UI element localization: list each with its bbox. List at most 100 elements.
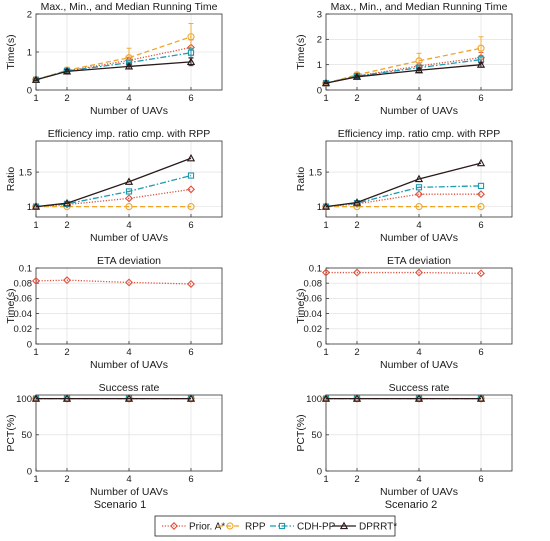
data-point [321,78,331,87]
y-tick-label: 0.04 [14,309,33,320]
series-dprrt [321,60,486,87]
y-tick-label: 100 [16,394,32,405]
series-line [326,271,482,274]
chart-title: Efficiency imp. ratio cmp. with RPP [338,128,501,140]
x-axis-label: Number of UAVs [90,105,168,117]
series-dprrt [31,153,196,210]
data-point [124,394,134,402]
y-tick-label: 0 [317,339,322,350]
x-axis-label: Number of UAVs [90,486,168,498]
series-line [35,279,192,285]
y-tick-label: 0.02 [14,324,33,335]
x-axis-label: Number of UAVs [380,486,458,498]
x-tick-label: 6 [478,347,483,358]
data-point [187,172,195,179]
y-tick-label: 50 [21,430,32,441]
data-point [31,75,41,83]
series-line [35,157,192,208]
y-tick-label: 0.06 [14,294,33,305]
data-point [414,174,424,183]
x-tick-label: 4 [126,220,131,231]
data-point [63,276,71,285]
x-tick-label: 2 [64,93,69,104]
series-line [35,188,192,208]
chart-panel-6: 1 2 4 6 0 0.02 0.04 0.06 0.08 0.1 ETA deviation Num… [295,255,513,371]
chart-panel-8: 1 2 4 6 0 50 100 Success rate Number of UAVs PCT(… [295,382,513,498]
y-tick-label: 0.08 [304,279,323,290]
data-point [477,190,485,199]
legend-marker [278,522,286,530]
x-tick-label: 2 [64,220,69,231]
data-point [62,394,72,402]
y-axis-label: Time(s) [295,34,307,69]
legend-marker [339,521,349,530]
legend-label: Prior. A* [189,522,225,533]
series-dprrt [31,394,196,402]
x-tick-label: 1 [323,474,328,485]
data-point [414,394,424,402]
legend-item-rpp: RPP [218,522,266,533]
y-tick-label: 0 [27,85,32,96]
chart-title: Success rate [389,382,450,394]
data-point [352,72,362,80]
y-tick-label: 0 [317,85,322,96]
x-tick-label: 2 [354,347,359,358]
y-tick-label: 0 [27,466,32,477]
x-tick-label: 2 [64,474,69,485]
data-point [62,198,72,207]
y-tick-label: 0 [317,466,322,477]
data-point [415,203,423,211]
legend-item-cdh-pp: CDH-PP [270,522,336,533]
y-tick-label: 1.5 [309,167,322,178]
x-tick-label: 4 [416,347,421,358]
chart-title: Max., Min., and Median Running Time [41,1,218,13]
data-point [321,202,331,210]
y-tick-label: 0.06 [304,294,323,305]
x-tick-label: 1 [33,347,38,358]
x-tick-label: 6 [188,220,193,231]
y-axis-label: Ratio [5,167,17,192]
legend-label: CDH-PP [297,522,336,533]
y-tick-label: 3 [317,9,322,20]
y-tick-label: 0 [27,339,32,350]
y-tick-label: 0.08 [14,279,33,290]
chart-panel-7: 1 2 4 6 0 50 100 Success rate Number of UAVs PCT(… [5,382,223,498]
x-tick-label: 1 [33,220,38,231]
y-tick-label: 0.1 [309,263,322,274]
x-tick-label: 1 [33,93,38,104]
data-point [32,276,40,285]
series-prior-a [322,268,485,278]
legend-label: DPRRT* [359,522,397,533]
x-tick-label: 6 [478,220,483,231]
data-point [415,57,423,65]
data-point [476,60,486,68]
y-tick-label: 0.02 [304,324,323,335]
series-prior-a [32,276,195,288]
y-axis-label: PCT(%) [295,414,307,451]
x-axis-label: Number of UAVs [380,232,458,244]
x-tick-label: 6 [188,93,193,104]
x-tick-label: 1 [33,474,38,485]
y-axis-label: Time(s) [5,34,17,69]
data-point [322,268,330,277]
x-tick-label: 4 [416,93,421,104]
chart-panel-3: 1 2 4 6 1 1.5 Efficiency imp. ratio cmp. with … [5,128,223,244]
series-dprrt [31,57,196,83]
data-point [125,203,133,211]
x-tick-label: 2 [354,220,359,231]
x-tick-label: 2 [354,93,359,104]
x-tick-label: 4 [126,474,131,485]
data-point [125,188,133,195]
series-line [325,64,482,84]
legend-label: RPP [245,522,266,533]
series-dprrt [321,394,486,402]
legend-item-prior-a: Prior. A* [162,522,225,533]
data-point [31,202,41,210]
y-tick-label: 0.1 [19,263,32,274]
data-point [124,177,134,185]
x-tick-label: 6 [478,474,483,485]
y-tick-label: 100 [306,394,322,405]
